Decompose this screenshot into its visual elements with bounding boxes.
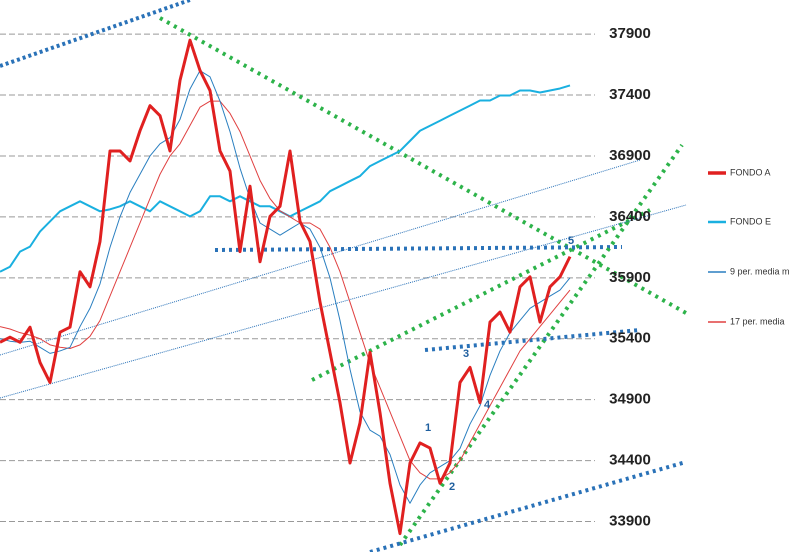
legend-label: FONDO E xyxy=(730,216,771,226)
legend-label: FONDO A xyxy=(730,167,771,177)
series-line xyxy=(0,100,571,480)
trend-line xyxy=(0,159,641,356)
y-tick-label: 34400 xyxy=(609,452,651,469)
trend-line xyxy=(369,460,687,552)
trend-line xyxy=(214,245,623,252)
trend-line xyxy=(398,143,684,547)
legend-label: 9 per. media m xyxy=(730,266,790,276)
grid xyxy=(0,33,595,523)
y-tick-label: 34900 xyxy=(609,391,651,408)
trend-lines xyxy=(0,0,687,552)
annotation: 2 xyxy=(449,481,455,493)
annotation: 1 xyxy=(425,422,431,434)
y-tick-label: 35400 xyxy=(609,330,651,347)
trend-line xyxy=(424,328,641,352)
legend-label: 17 per. media xyxy=(730,316,785,326)
y-tick-label: 35900 xyxy=(609,269,651,286)
y-tick-label: 37400 xyxy=(609,86,651,103)
annotation: 4 xyxy=(484,399,491,411)
y-tick-label: 36900 xyxy=(609,147,651,164)
annotation: 5 xyxy=(568,235,574,247)
y-tick-label: 37900 xyxy=(609,25,651,42)
series-line xyxy=(0,70,571,504)
trend-line xyxy=(0,0,191,68)
y-tick-label: 36400 xyxy=(609,208,651,225)
trend-line xyxy=(311,208,651,382)
series-line xyxy=(0,38,572,536)
trend-line xyxy=(0,204,687,399)
y-tick-label: 33900 xyxy=(609,513,651,530)
annotation: 3 xyxy=(463,348,469,360)
